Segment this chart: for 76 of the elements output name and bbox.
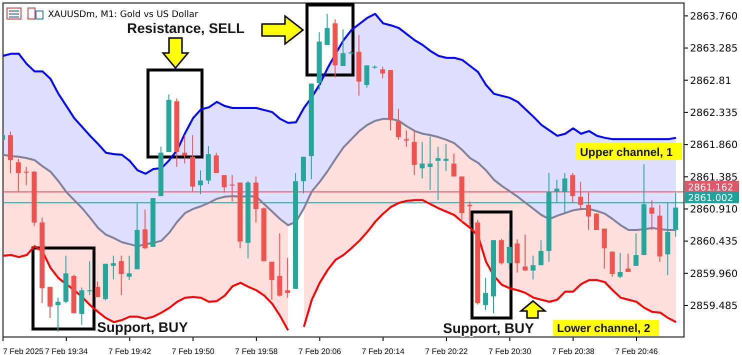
- text: XAUUSDm, M1: Gold vs US Dollar: [48, 10, 199, 20]
- candlestick: [118, 255, 124, 296]
- y-tick-label: 2860.910: [690, 204, 738, 216]
- x-tick-label: 7 Feb 19:42: [108, 347, 152, 355]
- x-tick-label: 7 Feb 19:58: [235, 347, 278, 355]
- x-tick-label: 7 Feb 19:34: [44, 347, 88, 355]
- y-tick-label: 2862.81: [690, 76, 732, 87]
- annotation: Lower channel, 2: [557, 323, 650, 335]
- candlestick: [483, 278, 488, 310]
- candlestick: [602, 228, 607, 270]
- x-tick-label: 7 Feb 20:06: [298, 347, 342, 355]
- x-tick-label: 7 Feb 20:38: [552, 347, 596, 355]
- candlestick: [436, 146, 441, 201]
- y-tick-label: 2859.960: [690, 268, 738, 280]
- candlestick: [428, 136, 433, 190]
- candlestick: [420, 141, 425, 179]
- candlestick: [618, 252, 623, 279]
- candlestick: [269, 261, 274, 300]
- candlestick: [16, 158, 21, 192]
- candlestick: [87, 260, 92, 296]
- ref-line-label: 2861.002: [688, 193, 734, 204]
- ref-line-label: 2861.162: [688, 182, 734, 194]
- candlestick: [610, 251, 615, 278]
- annotation: Upper channel, 1: [580, 147, 674, 159]
- candlestick: [578, 181, 584, 211]
- candlestick: [514, 238, 520, 274]
- x-tick-label: 7 Feb 19:50: [172, 347, 215, 355]
- candlestick: [451, 152, 456, 177]
- y-tick-label: 2861.860: [690, 140, 738, 152]
- annotation: Support, BUY: [443, 320, 535, 336]
- candlestick: [522, 234, 528, 272]
- y-tick-label: 2860.435: [690, 236, 738, 248]
- candlestick: [142, 209, 148, 250]
- candlestick: [530, 255, 536, 280]
- candlestick: [404, 130, 409, 148]
- candlestick: [48, 286, 53, 319]
- candlestick: [498, 238, 504, 266]
- candlestick: [324, 13, 330, 46]
- candlestick: [230, 174, 235, 202]
- x-tick-label: 7 Feb 20:14: [362, 347, 405, 355]
- candlestick: [110, 255, 116, 280]
- y-tick-label: 2862.335: [690, 108, 738, 119]
- candlestick: [412, 131, 417, 176]
- x-tick-label: 7 Feb 20:22: [425, 347, 468, 355]
- candlestick: [364, 64, 370, 88]
- candlestick: [538, 240, 544, 266]
- candlestick: [182, 134, 188, 164]
- annotation: Resistance, SELL: [127, 20, 245, 36]
- candlestick: [594, 212, 599, 230]
- candlestick: [506, 230, 512, 270]
- candlestick: [649, 200, 654, 230]
- candlestick: [396, 108, 401, 140]
- candlestick: [634, 232, 639, 266]
- candlestick: [443, 143, 448, 172]
- candlestick: [214, 152, 219, 174]
- y-tick-label: 2863.285: [690, 44, 738, 55]
- x-tick-label: 7 Feb 20:30: [488, 347, 532, 355]
- y-tick-label: 2859.485: [690, 301, 738, 312]
- y-tick-label: 2863.760: [690, 11, 738, 22]
- candlestick: [198, 170, 204, 195]
- annotation: Support, BUY: [97, 319, 189, 335]
- candlestick: [570, 172, 576, 204]
- candlestick: [277, 232, 282, 297]
- candlestick: [340, 28, 346, 67]
- line-series: [3, 118, 678, 248]
- x-tick-label: 7 Feb 2025: [3, 347, 44, 355]
- y-tick-label: 2861.385: [690, 172, 738, 184]
- candlestick: [380, 66, 386, 79]
- candlestick: [626, 253, 631, 272]
- x-tick-label: 7 Feb 20:46: [615, 347, 658, 355]
- candlestick: [95, 280, 100, 298]
- candlestick: [222, 174, 227, 194]
- candlestick: [586, 192, 592, 230]
- candlestick: [24, 166, 29, 186]
- candlestick: [79, 287, 84, 326]
- candlestick: [285, 257, 290, 298]
